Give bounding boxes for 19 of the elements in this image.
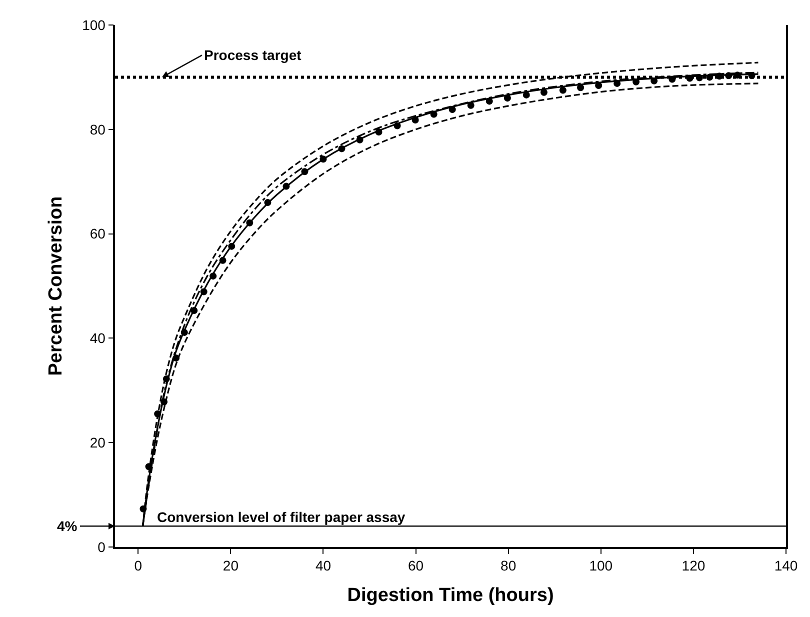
x-tick-label: 80 (500, 558, 516, 574)
y-tick-label: 80 (90, 121, 106, 138)
x-tick-label: 100 (589, 558, 613, 574)
y-tick-label: 100 (82, 16, 106, 33)
y-tick-label: 60 (90, 226, 106, 242)
y-axis-title: Percent Conversion (45, 196, 66, 376)
x-tick-label: 0 (134, 558, 142, 574)
y-tick-label: 20 (90, 434, 106, 450)
x-axis-title: Digestion Time (hours) (347, 584, 554, 606)
x-tick-label: 60 (408, 558, 424, 574)
annotation: 4% (57, 518, 78, 534)
y-tick-label: 0 (98, 538, 106, 555)
x-tick-label: 140 (774, 558, 798, 574)
x-tick-label: 120 (682, 558, 706, 574)
ref-line-label: Conversion level of filter paper assay (157, 509, 406, 525)
x-tick-label: 40 (315, 558, 332, 574)
x-tick-label: 20 (222, 558, 239, 574)
y-tick-label: 40 (90, 330, 106, 346)
ref-line-label: Process target (204, 47, 302, 63)
